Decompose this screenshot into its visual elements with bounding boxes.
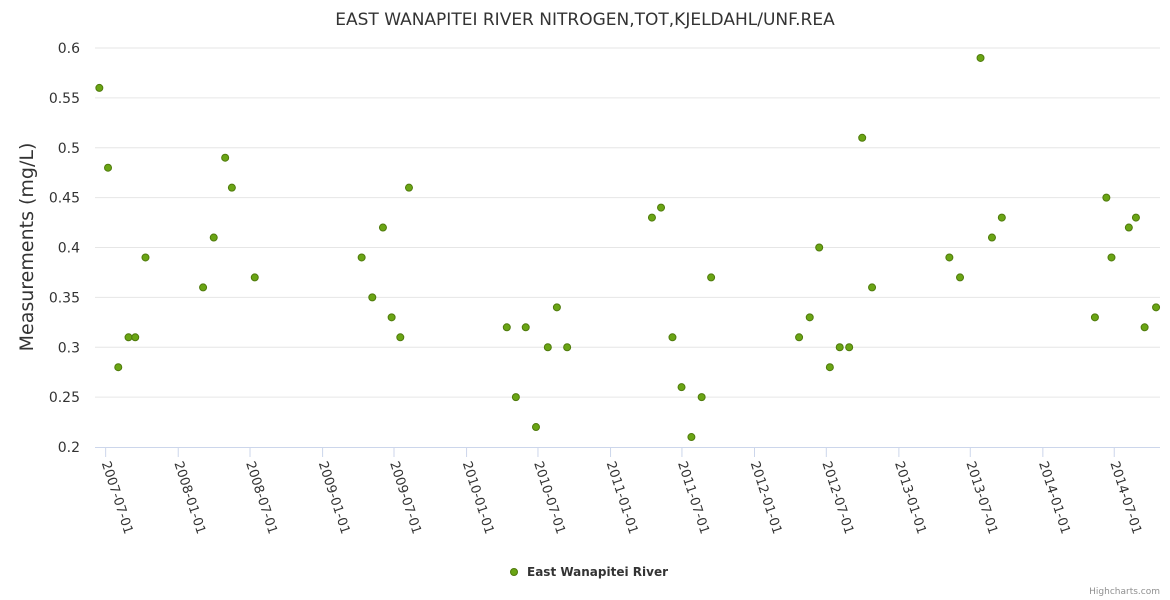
y-tick-label: 0.4 [58,241,80,257]
x-axis-ticks: 2007-07-01 2008-01-01 2008-07-01 2009-01-01… [98,447,1144,536]
x-tick-label: 2013-01-01 [891,460,929,536]
data-point[interactable] [825,363,834,372]
x-tick-label: 2010-01-01 [459,460,497,536]
data-point[interactable] [835,343,844,352]
data-point[interactable] [104,163,113,172]
y-tick-label: 0.25 [49,390,80,406]
x-tick-label: 2009-07-01 [386,460,424,536]
data-point[interactable] [1102,193,1111,202]
x-tick-label: 2012-01-01 [747,460,785,536]
x-tick-label: 2011-07-01 [674,460,712,536]
data-point[interactable] [815,243,824,252]
data-point[interactable] [404,183,413,192]
data-point[interactable] [687,433,696,442]
data-point[interactable] [543,343,552,352]
x-tick-label: 2009-01-01 [315,460,353,536]
data-point[interactable] [657,203,666,212]
x-tick-label: 2012-07-01 [818,460,856,536]
x-tick-label: 2008-07-01 [242,460,280,536]
data-point[interactable] [845,343,854,352]
data-point[interactable] [199,283,208,292]
data-point[interactable] [209,233,218,242]
y-axis-ticks: 0.2 0.25 0.3 0.35 0.4 0.45 0.5 0.55 0.6 [49,41,80,456]
data-point[interactable] [124,333,133,342]
data-point[interactable] [511,393,520,402]
data-point[interactable] [987,233,996,242]
data-point[interactable] [677,383,686,392]
series-east-wanapitei-river [95,53,1161,442]
data-point[interactable] [1107,253,1116,262]
data-point[interactable] [647,213,656,222]
legend[interactable]: East Wanapitei River [510,565,669,579]
data-point[interactable] [531,423,540,432]
data-point[interactable] [858,133,867,142]
data-point[interactable] [668,333,677,342]
x-tick-label: 2008-01-01 [170,460,208,536]
chart-title: EAST WANAPITEI RIVER NITROGEN,TOT,KJELDA… [335,10,835,30]
y-tick-label: 0.6 [58,41,80,57]
data-point[interactable] [1090,313,1099,322]
data-point[interactable] [396,333,405,342]
x-tick-label: 2014-07-01 [1106,460,1144,536]
y-tick-label: 0.35 [49,290,80,306]
y-tick-label: 0.2 [58,440,80,456]
y-tick-label: 0.3 [58,340,80,356]
legend-marker [510,568,518,576]
x-tick-label: 2010-07-01 [530,460,568,536]
data-point[interactable] [502,323,511,332]
y-tick-label: 0.55 [49,91,80,107]
legend-label[interactable]: East Wanapitei River [527,565,668,579]
data-point[interactable] [707,273,716,282]
data-point[interactable] [357,253,366,262]
y-tick-label: 0.45 [49,191,80,207]
data-point[interactable] [387,313,396,322]
data-point[interactable] [250,273,259,282]
data-point[interactable] [221,153,230,162]
data-point[interactable] [976,53,985,62]
data-point[interactable] [114,363,123,372]
data-point[interactable] [997,213,1006,222]
data-point[interactable] [552,303,561,312]
x-tick-label: 2013-07-01 [962,460,1000,536]
data-point[interactable] [95,83,104,92]
credits-link[interactable]: Highcharts.com [1089,587,1160,597]
data-point[interactable] [1152,303,1161,312]
x-tick-label: 2011-01-01 [603,460,641,536]
data-point[interactable] [368,293,377,302]
data-point[interactable] [805,313,814,322]
data-point[interactable] [697,393,706,402]
data-point[interactable] [1140,323,1149,332]
data-point[interactable] [227,183,236,192]
data-point[interactable] [141,253,150,262]
x-tick-label: 2014-01-01 [1035,460,1073,536]
data-point[interactable] [378,223,387,232]
data-point[interactable] [956,273,965,282]
data-point[interactable] [563,343,572,352]
y-axis-label: Measurements (mg/L) [16,143,38,352]
data-point[interactable] [521,323,530,332]
data-point[interactable] [131,333,140,342]
y-tick-label: 0.5 [58,141,80,157]
data-point[interactable] [945,253,954,262]
data-point[interactable] [795,333,804,342]
grid-lines [95,47,1160,398]
data-point[interactable] [1124,223,1133,232]
data-point[interactable] [868,283,877,292]
x-tick-label: 2007-07-01 [98,460,136,536]
data-point[interactable] [1131,213,1140,222]
